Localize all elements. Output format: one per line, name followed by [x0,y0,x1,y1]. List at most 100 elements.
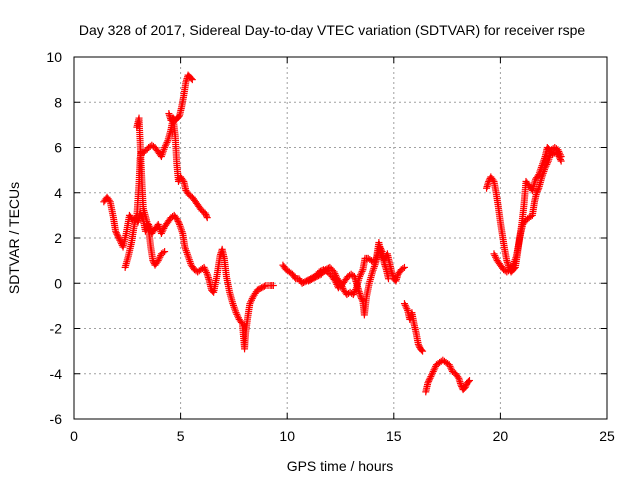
y-tick-label: 6 [54,140,62,156]
data-point [461,383,469,391]
data-point [338,283,346,291]
data-point [158,228,166,236]
data-point [533,187,541,195]
data-point [418,346,426,354]
y-tick-label: -6 [50,411,63,427]
data-point [159,249,167,257]
chart-title: Day 328 of 2017, Sidereal Day-to-day VTE… [79,22,585,38]
data-point [260,282,268,290]
data-point [157,229,165,237]
data-point [246,300,254,308]
data-point [337,281,345,289]
data-point [200,263,208,271]
data-point [161,142,169,150]
grid-lines [74,57,607,419]
data-point [401,301,409,309]
data-point [464,378,472,386]
data-point [489,176,497,184]
data-point [175,219,183,227]
x-tick-label: 25 [599,428,615,444]
data-point [427,373,435,381]
data-point [332,271,340,279]
data-point [112,227,120,235]
data-point [159,226,167,234]
data-point [269,282,277,290]
data-point [174,217,182,225]
x-tick-label: 15 [386,428,402,444]
data-point [247,298,255,306]
data-point [431,364,439,372]
data-point [465,377,473,385]
data-point [112,229,120,237]
x-tick-label: 10 [279,428,295,444]
data-point [331,270,339,278]
data-point [202,269,210,277]
data-point [161,144,169,151]
data-point [491,252,499,260]
data-point [425,377,433,385]
data-point [202,211,210,219]
data-point [445,361,453,369]
data-point [426,374,434,382]
data-point [554,146,562,154]
data-point [201,265,209,273]
data-point [350,289,358,297]
data-point [187,74,195,82]
data-point [414,340,422,348]
data-point [533,189,541,197]
x-tick-label: 0 [70,428,78,444]
y-tick-label: 10 [46,49,62,65]
data-point [446,362,454,370]
data-point [162,140,170,148]
data-point [399,265,407,273]
data-point [403,305,411,313]
y-tick-label: -4 [50,366,63,382]
x-axis-label: GPS time / hours [287,458,394,474]
data-point [356,271,364,279]
data-point [154,257,162,265]
data-point [400,300,408,308]
data-point [113,230,121,238]
data-point [402,303,410,311]
data-point [201,209,209,217]
data-point [356,272,364,280]
data-point [330,268,338,276]
data-point [233,310,241,318]
data-point [400,263,408,271]
data-point [415,342,423,350]
data-point [462,382,470,390]
data-point [490,250,498,258]
data-point [352,285,360,293]
data-point [188,76,196,84]
y-tick-label: 0 [54,275,62,291]
x-tick-label: 20 [493,428,509,444]
data-point [203,214,211,222]
data-point [425,376,433,384]
data-point [424,379,432,387]
data-point [351,287,359,295]
data-point [555,147,563,155]
data-point [534,186,542,194]
y-tick-label: 8 [54,94,62,110]
data-point [114,233,122,241]
data-point [457,381,465,389]
data-point [556,149,564,157]
data-point [358,296,366,304]
data-point [247,296,255,304]
data-point [428,369,436,377]
data-point [234,312,242,320]
data-point [557,153,565,161]
data-point [337,279,344,287]
data-point [534,172,542,180]
data-point [116,236,124,244]
data-marks [100,71,565,396]
y-axis-label: SDTVAR / TECUs [6,182,22,294]
data-point [419,347,427,355]
data-point [155,255,163,263]
data-point [156,253,164,261]
data-point [179,176,187,184]
data-point [428,371,436,379]
data-point [203,212,211,220]
x-tick-labels: 0 5 10 15 20 25 [70,428,615,444]
